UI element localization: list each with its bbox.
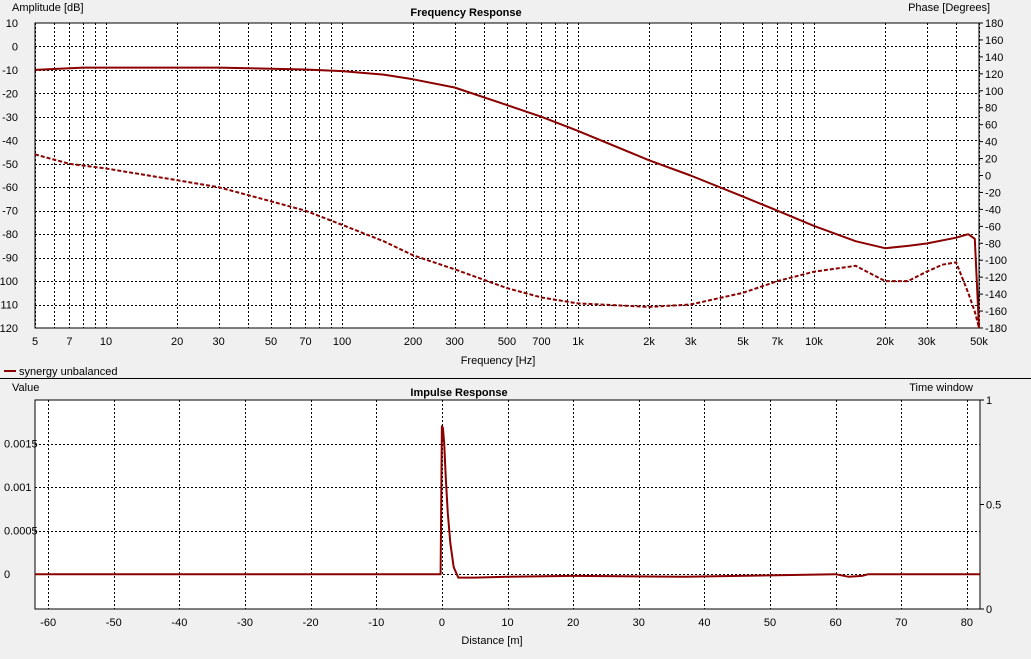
impulse-line [35,425,980,579]
frequency-x-tick-label: 1k [572,336,584,348]
frequency-y2-tick-label: -20 [985,187,1001,199]
impulse-y-tick-label: 0 [4,569,10,581]
frequency-grid [35,23,980,328]
impulse-x-tick-label: 70 [895,617,907,629]
impulse-x-tick-label: -60 [40,617,56,629]
frequency-x-tick-label: 70 [299,336,311,348]
frequency-y2-tick-label: 100 [985,86,1003,98]
frequency-y-tick-label: -70 [2,206,18,218]
frequency-x-tick-label: 50k [970,336,988,348]
frequency-x-tick-label: 20 [171,336,183,348]
frequency-y-tick-label: -10 [2,65,18,77]
impulse-x-tick-label: 10 [501,617,513,629]
frequency-y2-tick-label: 160 [985,35,1003,47]
frequency-y2-tick-label: -180 [985,323,1007,335]
impulse-title: Impulse Response [410,387,507,399]
frequency-x-tick-label: 500 [498,336,516,348]
frequency-y2-tick-label: 0 [985,171,991,183]
frequency-y-tick-label: -20 [2,88,18,100]
frequency-y-tick-label: -100 [0,276,18,288]
frequency-y-tick-label: 10 [6,18,18,30]
frequency-y2-tick-label: 120 [985,69,1003,81]
impulse-x-tick-label: 0 [439,617,445,629]
frequency-x-tick-label: 5 [32,336,38,348]
frequency-y-tick-label: -60 [2,182,18,194]
frequency-x-tick-label: 30 [213,336,225,348]
impulse-x-tick-label: 20 [567,617,579,629]
frequency-y-tick-label: -30 [2,112,18,124]
frequency-amplitude-line [34,66,980,329]
legend-label: synergy unbalanced [19,366,117,378]
impulse-x-tick-label: 80 [961,617,973,629]
frequency-x-tick-label: 2k [643,336,655,348]
frequency-phase-line [34,153,980,329]
frequency-series [34,66,980,329]
frequency-y2-tick-label: 140 [985,52,1003,64]
impulse-y2-tick-label: 1 [986,395,992,407]
impulse-y-tick-label: 0.0015 [4,439,38,451]
frequency-panel: 100-10-20-30-40-50-60-70-80-90-100-110-1… [0,2,1007,367]
frequency-y2-tick-label: -40 [985,204,1001,216]
frequency-y2-tick-label: -140 [985,289,1007,301]
frequency-x-tick-label: 200 [404,336,422,348]
frequency-y2-axis-label: Phase [Degrees] [908,2,990,14]
frequency-y2-tick-label: 60 [985,120,997,132]
frequency-y-axis-label: Amplitude [dB] [12,2,84,14]
frequency-y-tick-label: -110 [0,300,18,312]
impulse-x-tick-label: -40 [171,617,187,629]
impulse-y-tick-label: 0.001 [4,482,32,494]
impulse-tick-labels: -60 -50 -40 -30 -20 -10 0 10 20 30 40 50 60 70 800.001… [4,395,1001,629]
frequency-x-tick-label: 3k [685,336,697,348]
frequency-title: Frequency Response [410,7,521,19]
impulse-x-tick-label: 60 [830,617,842,629]
impulse-y2-axis-label: Time window [909,382,973,394]
impulse-y2-tick-label: 0.5 [986,500,1001,512]
frequency-x-tick-label: 7k [772,336,784,348]
frequency-y2-tick-label: -60 [985,221,1001,233]
frequency-x-tick-label: 10k [805,336,823,348]
frequency-y-tick-label: -40 [2,135,18,147]
frequency-y2-tick-label: -80 [985,238,1001,250]
frequency-x-tick-label: 300 [445,336,463,348]
frequency-y-tick-label: -90 [2,253,18,265]
impulse-x-tick-label: 50 [764,617,776,629]
impulse-series [35,425,980,579]
frequency-y2-tick-label: 180 [985,18,1003,30]
impulse-x-tick-label: -10 [368,617,384,629]
impulse-x-tick-label: -50 [106,617,122,629]
impulse-y-tick-label: 0.0005 [4,526,38,538]
frequency-y-tick-label: -80 [2,229,18,241]
impulse-y-axis-label: Value [12,382,39,394]
frequency-y-tick-label: -120 [0,323,18,335]
frequency-y-tick-label: 0 [12,41,18,53]
frequency-tick-labels: 100-10-20-30-40-50-60-70-80-90-100-110-1… [0,18,1007,348]
impulse-panel: -60 -50 -40 -30 -20 -10 0 10 20 30 40 50 60 70 800.001… [4,382,1001,647]
frequency-y2-tick-label: -120 [985,272,1007,284]
frequency-y2-tick-label: 40 [985,137,997,149]
impulse-x-tick-label: 40 [698,617,710,629]
frequency-y2-tick-label: -100 [985,255,1007,267]
frequency-x-tick-label: 700 [532,336,550,348]
impulse-x-tick-label: -30 [237,617,253,629]
impulse-x-tick-label: 30 [633,617,645,629]
impulse-x-axis-label: Distance [m] [461,635,522,647]
frequency-x-tick-label: 30k [918,336,936,348]
frequency-y2-tick-label: -160 [985,306,1007,318]
frequency-x-axis-label: Frequency [Hz] [461,355,536,367]
frequency-x-tick-label: 100 [333,336,351,348]
frequency-y2-tick-label: 20 [985,154,997,166]
frequency-x-tick-label: 7 [66,336,72,348]
frequency-x-tick-label: 20k [876,336,894,348]
impulse-grid [35,400,980,609]
frequency-x-tick-label: 10 [100,336,112,348]
frequency-y-tick-label: -50 [2,159,18,171]
impulse-x-tick-label: -20 [303,617,319,629]
frequency-x-tick-label: 5k [737,336,749,348]
frequency-y2-tick-label: 80 [985,103,997,115]
legend[interactable]: synergy unbalanced [4,366,117,378]
impulse-y2-tick-label: 0 [986,604,992,616]
frequency-x-tick-label: 50 [265,336,277,348]
